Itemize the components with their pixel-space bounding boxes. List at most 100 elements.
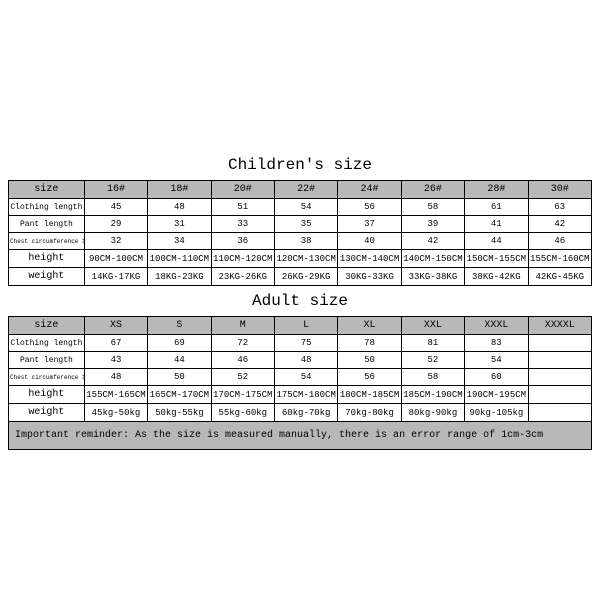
cell: 23KG-26KG [211,268,274,286]
table-row: Chest circumference 1/2 48 50 52 54 56 5… [9,369,592,386]
cell: 55kg-60kg [211,404,274,422]
cell: 58 [401,199,464,216]
reminder-text: Important reminder: As the size is measu… [8,422,592,450]
row-label-weight: weight [9,268,85,286]
cell: 24# [338,181,401,199]
cell: 83 [465,335,528,352]
cell: 80kg-90kg [401,404,464,422]
cell: 43 [84,352,147,369]
cell: 35 [274,216,337,233]
cell: 29 [84,216,147,233]
cell: 70kg-80kg [338,404,401,422]
cell: 44 [148,352,211,369]
cell: 30# [528,181,591,199]
cell: 38 [274,233,337,250]
cell: 165CM-170CM [148,386,211,404]
cell: 63 [528,199,591,216]
cell: 36 [211,233,274,250]
cell: 110CM-120CM [211,250,274,268]
cell: 120CM-130CM [274,250,337,268]
cell: XXXL [465,317,528,335]
cell: 130CM-140CM [338,250,401,268]
cell: 28# [465,181,528,199]
cell: 30KG-33KG [338,268,401,286]
row-label-size: size [9,317,85,335]
cell: 42 [401,233,464,250]
table-row: Pant length 29 31 33 35 37 39 41 42 [9,216,592,233]
row-label-pant: Pant length [9,216,85,233]
row-label-height: height [9,250,85,268]
cell: 18# [148,181,211,199]
cell: 190CM-195CM [465,386,528,404]
cell: 140CM-150CM [401,250,464,268]
cell: 33KG-38KG [401,268,464,286]
table-row: height 155CM-165CM 165CM-170CM 170CM-175… [9,386,592,404]
table-row: height 90CM-100CM 100CM-110CM 110CM-120C… [9,250,592,268]
cell: 72 [211,335,274,352]
cell: 26# [401,181,464,199]
table-row: Clothing length 67 69 72 75 78 81 83 [9,335,592,352]
cell: 180CM-185CM [338,386,401,404]
table-row: size 16# 18# 20# 22# 24# 26# 28# 30# [9,181,592,199]
cell: 37 [338,216,401,233]
table-row: weight 14KG-17KG 18KG-23KG 23KG-26KG 26K… [9,268,592,286]
cell: 90kg-105kg [465,404,528,422]
adult-size-table: size XS S M L XL XXL XXXL XXXXL Clothing… [8,316,592,422]
cell: 26KG-29KG [274,268,337,286]
cell: 22# [274,181,337,199]
row-label-pant: Pant length [9,352,85,369]
cell: 58 [401,369,464,386]
table-row: size XS S M L XL XXL XXXL XXXXL [9,317,592,335]
cell: 39 [401,216,464,233]
cell: 46 [528,233,591,250]
cell: 81 [401,335,464,352]
cell: 42 [528,216,591,233]
table-row: Chest circumference 1/2 32 34 36 38 40 4… [9,233,592,250]
cell: 31 [148,216,211,233]
cell: 67 [84,335,147,352]
cell: 56 [338,369,401,386]
cell: 41 [465,216,528,233]
cell: 54 [465,352,528,369]
cell: 100CM-110CM [148,250,211,268]
cell: 50kg-55kg [148,404,211,422]
cell: 46 [211,352,274,369]
cell: 48 [84,369,147,386]
table-row: Clothing length 45 48 51 54 56 58 61 63 [9,199,592,216]
children-title: Children's size [8,150,592,180]
row-label-chest: Chest circumference 1/2 [9,369,85,386]
cell: 61 [465,199,528,216]
cell: 54 [274,369,337,386]
cell: 54 [274,199,337,216]
cell [528,369,591,386]
cell: 78 [338,335,401,352]
cell [528,335,591,352]
cell: 50 [338,352,401,369]
cell: 90CM-100CM [84,250,147,268]
cell: 42KG-45KG [528,268,591,286]
row-label-height: height [9,386,85,404]
cell: 51 [211,199,274,216]
cell: 32 [84,233,147,250]
row-label-clothing: Clothing length [9,335,85,352]
row-label-weight: weight [9,404,85,422]
cell: 52 [211,369,274,386]
cell: 38KG-42KG [465,268,528,286]
cell: 20# [211,181,274,199]
adult-title: Adult size [8,286,592,316]
cell: 33 [211,216,274,233]
children-size-table: size 16# 18# 20# 22# 24# 26# 28# 30# Clo… [8,180,592,286]
row-label-chest: Chest circumference 1/2 [9,233,85,250]
row-label-size: size [9,181,85,199]
cell: 75 [274,335,337,352]
cell: 175CM-180CM [274,386,337,404]
cell: XXL [401,317,464,335]
cell: XS [84,317,147,335]
table-row: Pant length 43 44 46 48 50 52 54 [9,352,592,369]
cell: 52 [401,352,464,369]
cell: 48 [274,352,337,369]
cell: 155CM-160CM [528,250,591,268]
cell: L [274,317,337,335]
cell: 185CM-190CM [401,386,464,404]
cell: XXXXL [528,317,591,335]
